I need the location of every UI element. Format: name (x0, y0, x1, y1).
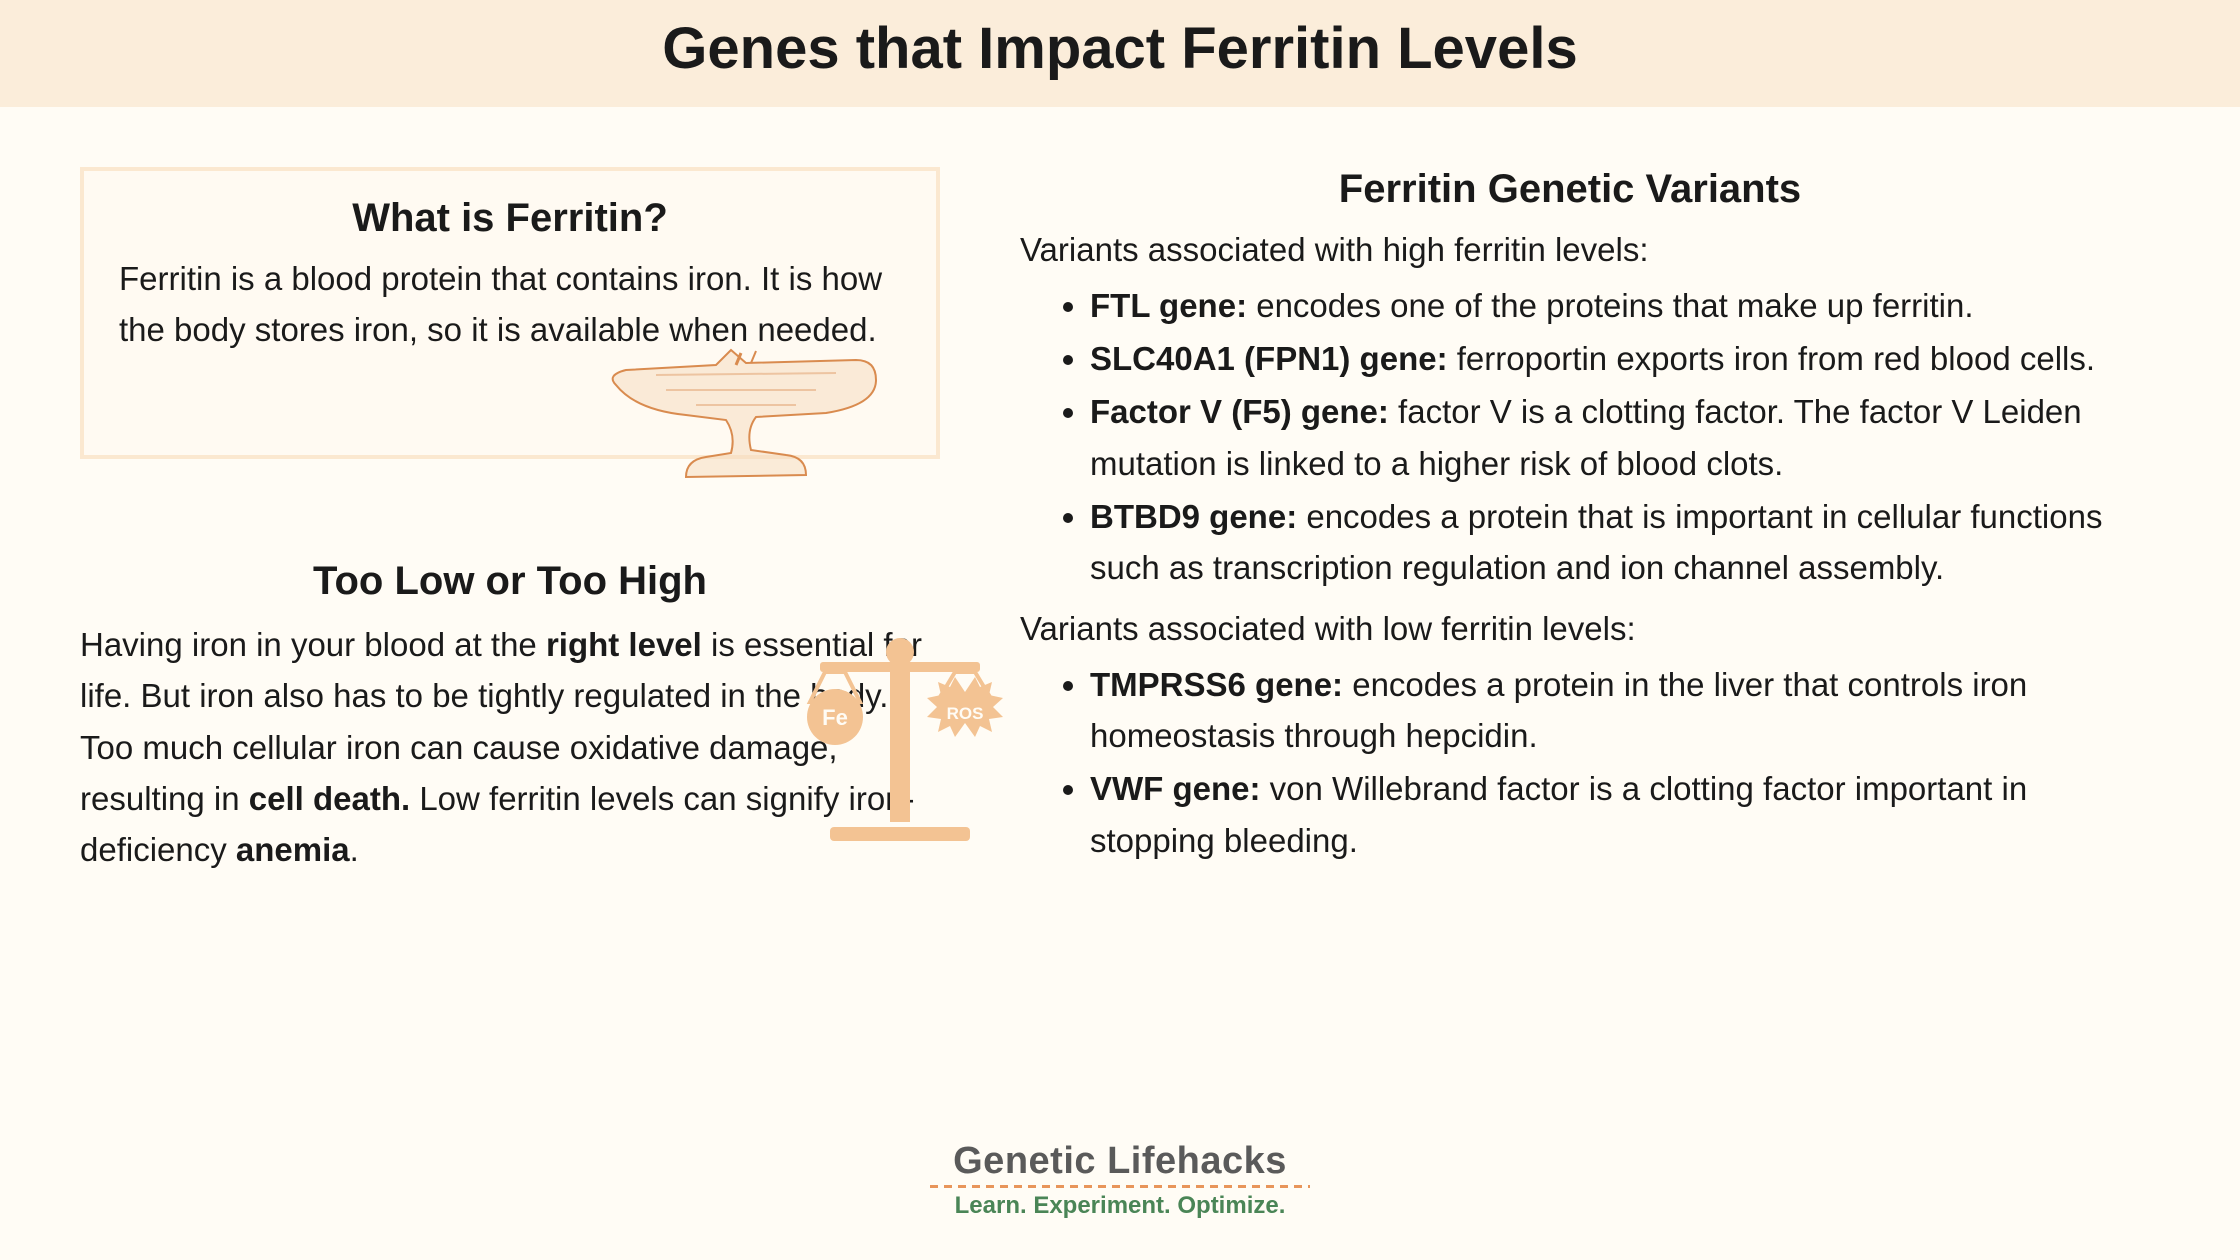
gene-name: FTL gene: (1090, 287, 1247, 324)
balance-text-1: Having iron in your blood at the (80, 626, 546, 663)
right-column: Ferritin Genetic Variants Variants assoc… (1020, 167, 2160, 876)
gene-name: BTBD9 gene: (1090, 498, 1297, 535)
balance-bold-3: anemia (236, 831, 350, 868)
list-item: Factor V (F5) gene: factor V is a clotti… (1090, 386, 2120, 488)
anvil-icon (596, 335, 896, 495)
gene-name: SLC40A1 (FPN1) gene: (1090, 340, 1448, 377)
gene-name: TMPRSS6 gene: (1090, 666, 1343, 703)
list-item: FTL gene: encodes one of the proteins th… (1090, 280, 2120, 331)
page-title: Genes that Impact Ferritin Levels (0, 15, 2240, 82)
balance-bold-2: cell death. (249, 780, 410, 817)
ferritin-definition-box: What is Ferritin? Ferritin is a blood pr… (80, 167, 940, 459)
list-item: VWF gene: von Willebrand factor is a clo… (1090, 763, 2120, 865)
balance-scale-icon: Fe ROS (790, 617, 1010, 867)
left-column: What is Ferritin? Ferritin is a blood pr… (80, 167, 940, 876)
gene-desc: ferroportin exports iron from red blood … (1448, 340, 2095, 377)
balance-text-4: . (350, 831, 359, 868)
footer-logo: Genetic Lifehacks Learn. Experiment. Opt… (930, 1140, 1310, 1220)
list-item: SLC40A1 (FPN1) gene: ferroportin exports… (1090, 333, 2120, 384)
header-band: Genes that Impact Ferritin Levels (0, 0, 2240, 107)
logo-brand: Genetic Lifehacks (930, 1140, 1310, 1183)
variants-title: Ferritin Genetic Variants (1020, 167, 2120, 212)
logo-underline (930, 1185, 1310, 1188)
high-variants-intro: Variants associated with high ferritin l… (1020, 224, 2120, 275)
high-variants-list: FTL gene: encodes one of the proteins th… (1020, 280, 2120, 593)
gene-name: VWF gene: (1090, 770, 1261, 807)
gene-name: Factor V (F5) gene: (1090, 393, 1389, 430)
balance-bold-1: right level (546, 626, 702, 663)
low-variants-intro: Variants associated with low ferritin le… (1020, 603, 2120, 654)
scale-fe-label: Fe (822, 705, 848, 730)
content-area: What is Ferritin? Ferritin is a blood pr… (0, 107, 2240, 876)
balance-title: Too Low or Too High (80, 559, 940, 604)
gene-desc: encodes one of the proteins that make up… (1247, 287, 1973, 324)
ferritin-box-title: What is Ferritin? (119, 196, 901, 241)
logo-tagline: Learn. Experiment. Optimize. (930, 1192, 1310, 1220)
list-item: BTBD9 gene: encodes a protein that is im… (1090, 491, 2120, 593)
low-variants-list: TMPRSS6 gene: encodes a protein in the l… (1020, 659, 2120, 866)
list-item: TMPRSS6 gene: encodes a protein in the l… (1090, 659, 2120, 761)
scale-ros-label: ROS (947, 704, 984, 723)
